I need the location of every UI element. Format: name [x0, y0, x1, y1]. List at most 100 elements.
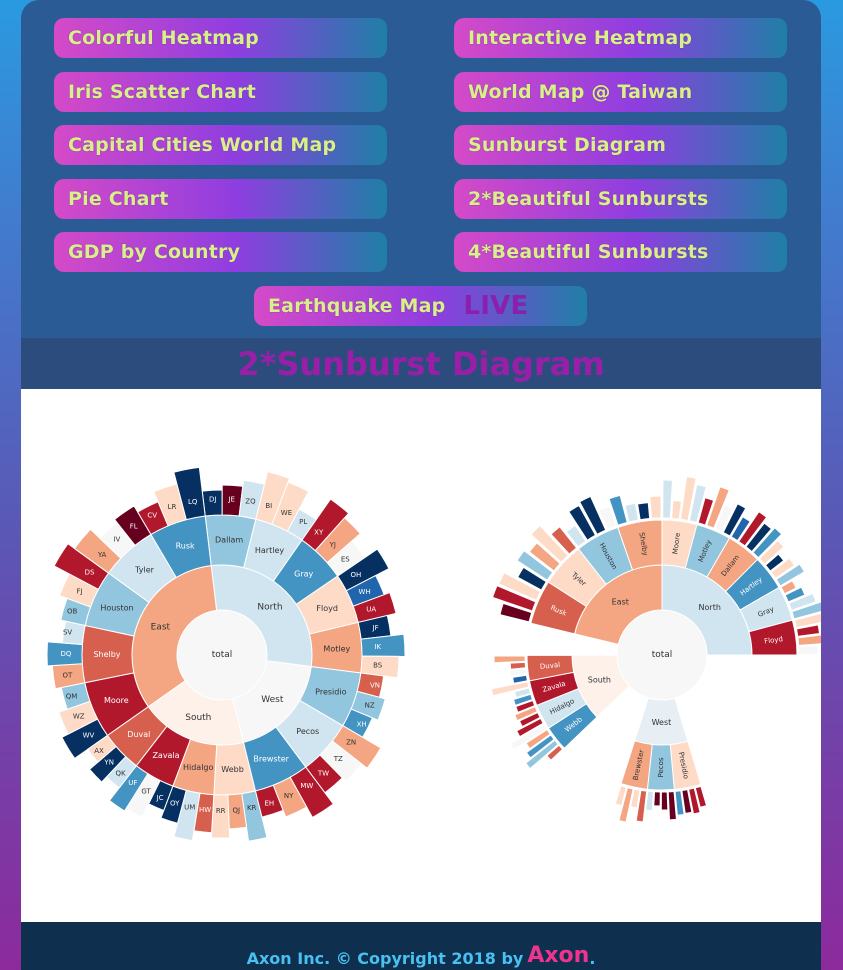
sunburst-leaf-segment[interactable] — [635, 789, 648, 823]
sunburst-leaf-segment[interactable] — [680, 476, 697, 522]
sunburst-leaf-segment[interactable] — [513, 687, 532, 699]
sunburst-county-segment[interactable] — [620, 740, 653, 790]
sunburst-leaf-segment[interactable] — [681, 789, 693, 814]
sunburst-leaf-segment[interactable] — [87, 734, 117, 763]
sunburst-leaf-segment[interactable] — [509, 723, 548, 751]
sunburst-leaf-segment[interactable] — [780, 580, 797, 595]
sunburst-leaf-segment[interactable] — [525, 739, 559, 770]
sunburst-county-label: Gray — [294, 570, 313, 579]
sunburst-leaf-segment[interactable] — [608, 494, 628, 526]
sunburst-leaf-segment[interactable] — [784, 586, 806, 603]
sunburst-leaf-segment[interactable] — [498, 571, 542, 601]
sunburst-leaf-segment[interactable] — [598, 505, 617, 531]
sunburst-leaf-segment[interactable] — [578, 495, 607, 536]
sunburst-leaf-segment[interactable] — [795, 624, 821, 637]
sunburst-leaf-segment[interactable] — [629, 788, 641, 809]
sunburst-leaf-segment[interactable] — [653, 791, 661, 807]
nav-interactive-heatmap[interactable]: Interactive Heatmap — [454, 18, 787, 58]
sunburst-leaf-segment[interactable] — [738, 510, 768, 547]
nav-earthquake-map[interactable]: Earthquake Map LIVE — [254, 286, 587, 326]
sunburst-leaf-segment[interactable] — [793, 611, 821, 629]
sunburst-leaf-segment[interactable] — [764, 553, 785, 572]
sunburst-county-label: Floyd — [764, 635, 784, 645]
sunburst-leaf-segment[interactable] — [671, 499, 682, 520]
sunburst-leaf-label: DS — [85, 569, 95, 577]
sunburst-leaf-segment[interactable] — [515, 717, 544, 738]
sunburst-leaf-segment[interactable] — [254, 784, 284, 818]
sunburst-leaf-segment[interactable] — [525, 734, 555, 759]
sunburst-leaf-segment[interactable] — [210, 794, 231, 839]
sunburst-leaf-segment[interactable] — [530, 524, 569, 563]
sunburst-leaf-segment[interactable] — [798, 645, 819, 655]
sunburst-leaf-segment[interactable] — [645, 790, 654, 812]
sunburst-county-segment[interactable] — [617, 519, 663, 571]
sunburst-leaf-segment[interactable] — [528, 542, 561, 572]
footer-brand-link[interactable]: Axon — [527, 943, 590, 968]
sunburst-leaf-segment[interactable] — [516, 549, 554, 581]
sunburst-leaf-segment[interactable] — [491, 585, 537, 612]
sunburst-county-segment[interactable] — [526, 654, 575, 682]
sunburst-leaf-segment[interactable] — [788, 592, 817, 611]
nav-world-map-taiwan[interactable]: World Map @ Taiwan — [454, 72, 787, 112]
sunburst-leaf-segment[interactable] — [568, 504, 597, 541]
sunburst-leaf-segment[interactable] — [694, 785, 708, 808]
sunburst-leaf-label: XY — [314, 529, 324, 537]
sunburst-leaf-segment[interactable] — [518, 711, 541, 728]
nav-sunburst-diagram[interactable]: Sunburst Diagram — [454, 125, 787, 165]
sunburst-leaf-segment[interactable] — [490, 681, 530, 697]
sunburst-leaf-segment[interactable] — [688, 787, 701, 815]
sunburst-county-label: Motley — [323, 644, 350, 653]
sunburst-leaf-segment[interactable] — [512, 674, 529, 684]
nav-iris-scatter-chart[interactable]: Iris Scatter Chart — [54, 72, 387, 112]
sunburst-leaf-label: TZ — [333, 755, 343, 763]
sunburst-leaf-segment[interactable] — [688, 483, 707, 524]
sunburst-leaf-segment[interactable] — [797, 634, 821, 646]
sunburst-leaf-segment[interactable] — [493, 655, 526, 664]
sunburst-leaf-segment[interactable] — [667, 790, 677, 821]
sunburst-leaf-segment[interactable] — [514, 705, 538, 722]
sunburst-leaf-segment[interactable] — [674, 790, 685, 816]
sunburst-leaf-segment[interactable] — [512, 693, 534, 707]
sunburst-leaf-segment[interactable] — [706, 486, 730, 529]
sunburst-leaf-segment[interactable] — [770, 557, 796, 580]
nav-gdp-by-country[interactable]: GDP by Country — [54, 232, 387, 272]
nav-capital-cities-map[interactable]: Capital Cities World Map — [54, 125, 387, 165]
sunburst-leaf-label: YA — [97, 551, 107, 559]
sunburst-leaf-segment[interactable] — [758, 539, 785, 565]
sunburst-leaf-segment[interactable] — [525, 728, 551, 750]
nav-colorful-heatmap[interactable]: Colorful Heatmap — [54, 18, 387, 58]
sunburst-leaf-segment[interactable] — [546, 744, 564, 761]
sunburst-leaf-segment[interactable] — [662, 479, 674, 519]
sunburst-leaf-segment[interactable] — [515, 699, 536, 713]
sunburst-leaf-label: TW — [317, 769, 329, 777]
sunburst-leaf-segment[interactable] — [660, 791, 669, 811]
earthquake-map-label: Earthquake Map — [268, 295, 446, 317]
sunburst-leaf-segment[interactable] — [714, 504, 735, 533]
sunburst-leaf-segment[interactable] — [637, 502, 651, 521]
sunburst-leaf-segment[interactable] — [618, 786, 634, 823]
sunburst-leaf-segment[interactable] — [791, 598, 821, 620]
sunburst-leaf-segment[interactable] — [722, 503, 747, 537]
sunburst-leaf-segment[interactable] — [730, 516, 751, 542]
sunburst-leaf-segment[interactable] — [509, 661, 527, 670]
sunburst-leaf-segment[interactable] — [752, 527, 783, 559]
sunburst-leaf-label: OT — [62, 671, 73, 679]
sunburst-leaf-segment[interactable] — [624, 502, 639, 523]
sunburst-leaf-segment[interactable] — [775, 563, 806, 587]
sunburst-leaf-segment[interactable] — [697, 497, 715, 526]
sunburst-leaf-label: OH — [351, 571, 362, 579]
sunburst-leaf-segment[interactable] — [565, 524, 587, 548]
sunburst-leaf-segment[interactable] — [649, 495, 662, 519]
sunburst-county-segment[interactable] — [748, 619, 798, 656]
sunburst-leaf-segment[interactable] — [509, 668, 527, 678]
sunburst-leaf-label: FL — [130, 522, 138, 530]
sunburst-leaf-segment[interactable] — [745, 522, 773, 553]
nav-four-beautiful-sunbursts[interactable]: 4*Beautiful Sunbursts — [454, 232, 787, 272]
nav-pie-chart[interactable]: Pie Chart — [54, 179, 387, 219]
sunburst-leaf-segment[interactable] — [499, 602, 533, 623]
nav-two-beautiful-sunbursts[interactable]: 2*Beautiful Sunbursts — [454, 179, 787, 219]
sunburst-leaf-segment[interactable] — [173, 466, 206, 521]
sunburst-leaf-segment[interactable] — [550, 526, 578, 555]
sunburst-leaf-segment[interactable] — [614, 785, 628, 807]
sunburst-leaf-segment[interactable] — [516, 566, 547, 591]
